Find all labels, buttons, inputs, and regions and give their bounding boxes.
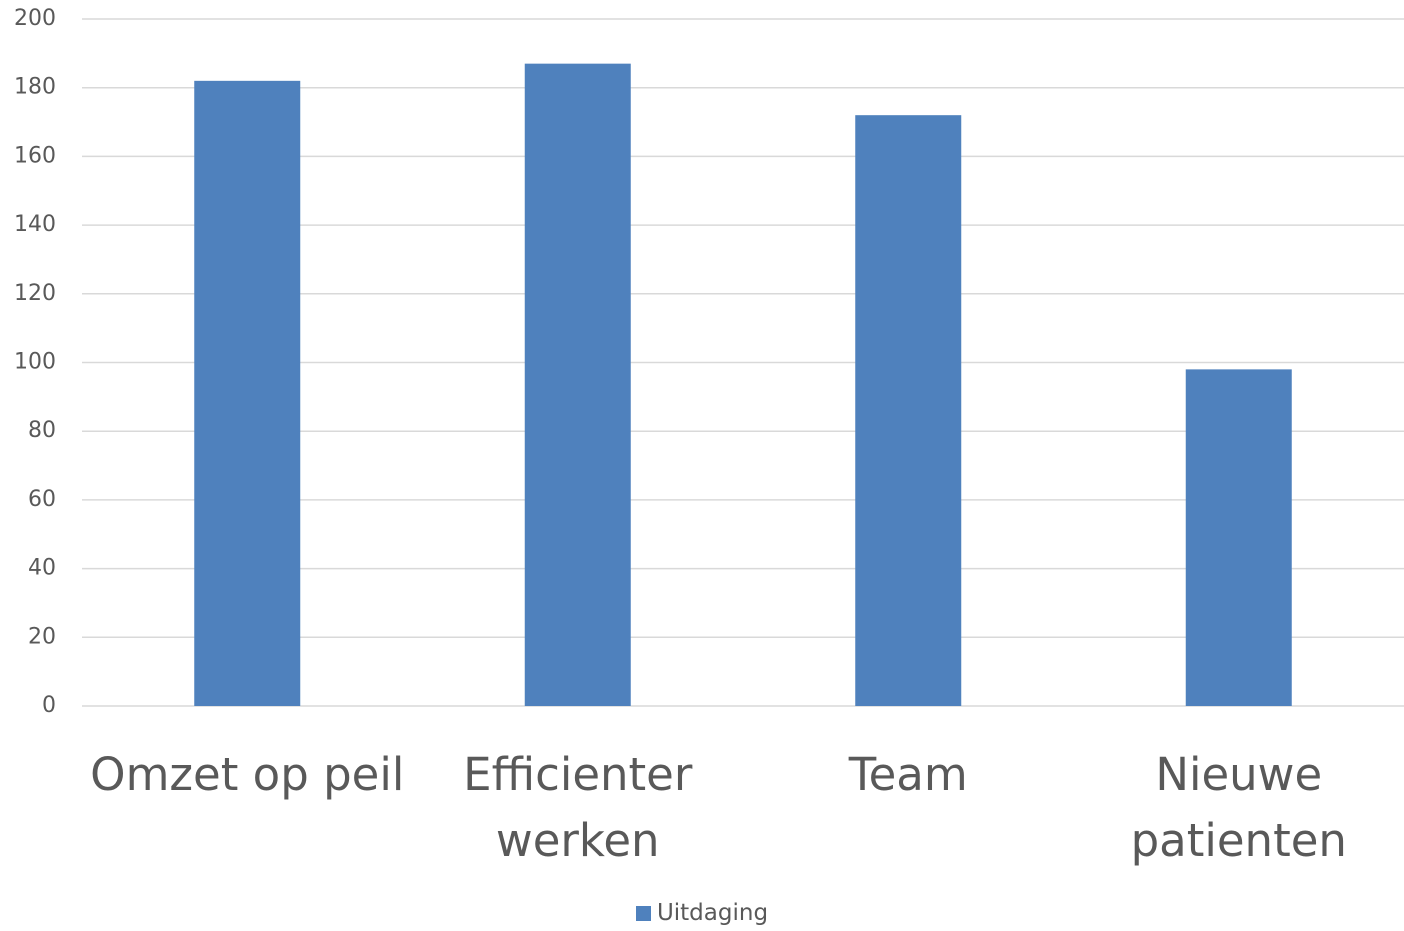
- y-tick-label: 200: [14, 6, 56, 31]
- y-tick-label: 0: [42, 693, 56, 718]
- bar: [194, 80, 301, 706]
- bar: [524, 63, 631, 706]
- y-tick-label: 60: [28, 487, 56, 512]
- y-tick-label: 20: [28, 624, 56, 649]
- y-tick-label: 140: [14, 212, 56, 237]
- bar: [855, 115, 962, 707]
- x-tick-label: Efficienter werken: [463, 748, 693, 867]
- y-tick-label: 80: [28, 418, 56, 443]
- legend: Uitdaging: [0, 900, 1404, 926]
- y-tick-label: 40: [28, 556, 56, 581]
- bar: [1185, 369, 1292, 706]
- y-tick-label: 160: [14, 143, 56, 168]
- y-tick-label: 180: [14, 75, 56, 100]
- legend-swatch: [635, 905, 651, 921]
- y-tick-label: 120: [14, 281, 56, 306]
- x-tick-label: Nieuwe patienten: [1130, 748, 1347, 867]
- y-tick-label: 100: [14, 350, 56, 375]
- x-tick-label: Omzet op peil: [90, 748, 405, 801]
- legend-label: Uitdaging: [656, 900, 769, 926]
- x-tick-label: Team: [848, 748, 968, 801]
